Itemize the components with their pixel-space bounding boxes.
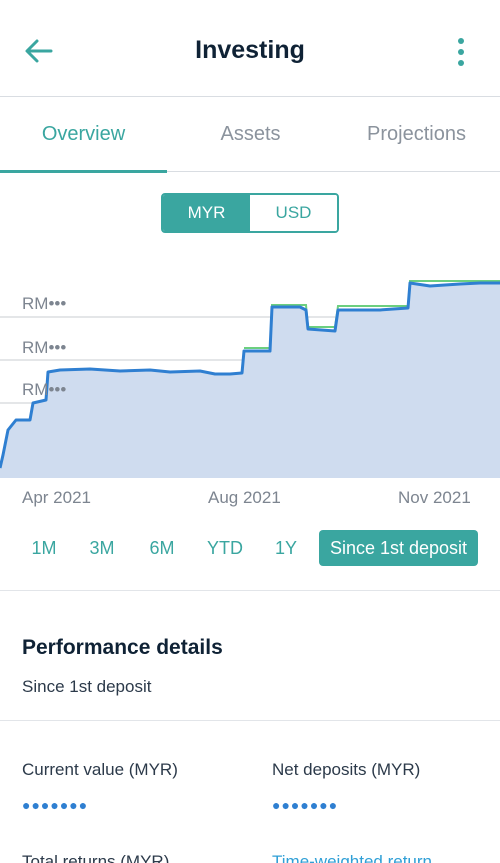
currency-toggle: MYR USD — [161, 193, 339, 233]
app-header: Investing — [0, 0, 500, 97]
chart-area — [0, 283, 500, 478]
value-line — [0, 281, 500, 469]
range-ytd-button[interactable]: YTD — [207, 538, 243, 558]
range-6m-button[interactable]: 6M — [149, 538, 175, 558]
x-axis-labels: Apr 2021 Aug 2021 Nov 2021 — [0, 488, 500, 512]
section-divider — [0, 590, 500, 591]
range-1y-button[interactable]: 1Y — [274, 538, 298, 558]
y-axis-label: RM••• — [22, 380, 67, 399]
tab-assets[interactable]: Assets — [220, 123, 281, 145]
range-1m-button[interactable]: 1M — [31, 538, 57, 558]
performance-period-label: Since 1st deposit — [22, 677, 152, 696]
net-deposits-label: Net deposits (MYR) — [272, 760, 421, 779]
current-value-label: Current value (MYR) — [22, 760, 178, 779]
net-deposits-masked: ●●●●●●● — [272, 797, 339, 813]
range-since-first-deposit-button[interactable]: Since 1st deposit — [319, 530, 478, 566]
x-axis-label: Apr 2021 — [22, 488, 91, 507]
x-axis-label: Nov 2021 — [398, 488, 471, 507]
time-range-selector: 1M 3M 6M YTD 1Y Since 1st deposit — [0, 530, 500, 568]
y-axis-label: RM••• — [22, 338, 67, 357]
section-divider — [0, 720, 500, 721]
tab-projections[interactable]: Projections — [367, 123, 466, 145]
more-options-icon[interactable] — [446, 36, 476, 68]
x-axis-label: Aug 2021 — [208, 488, 281, 507]
tab-bar: Overview Assets Projections — [0, 97, 500, 173]
total-returns-label: Total returns (MYR) — [22, 852, 170, 863]
range-3m-button[interactable]: 3M — [89, 538, 115, 558]
performance-details-title: Performance details — [22, 636, 223, 659]
current-value-masked: ●●●●●●● — [22, 797, 89, 813]
currency-myr-button[interactable]: MYR — [163, 195, 250, 231]
active-tab-indicator — [0, 170, 167, 173]
page-title: Investing — [195, 36, 305, 64]
performance-chart[interactable] — [0, 250, 500, 478]
y-axis-label: RM••• — [22, 294, 67, 313]
back-arrow-icon[interactable] — [22, 34, 56, 68]
tab-overview[interactable]: Overview — [41, 123, 126, 145]
time-weighted-return-link[interactable]: Time-weighted return — [272, 852, 432, 863]
currency-usd-button[interactable]: USD — [250, 195, 337, 231]
